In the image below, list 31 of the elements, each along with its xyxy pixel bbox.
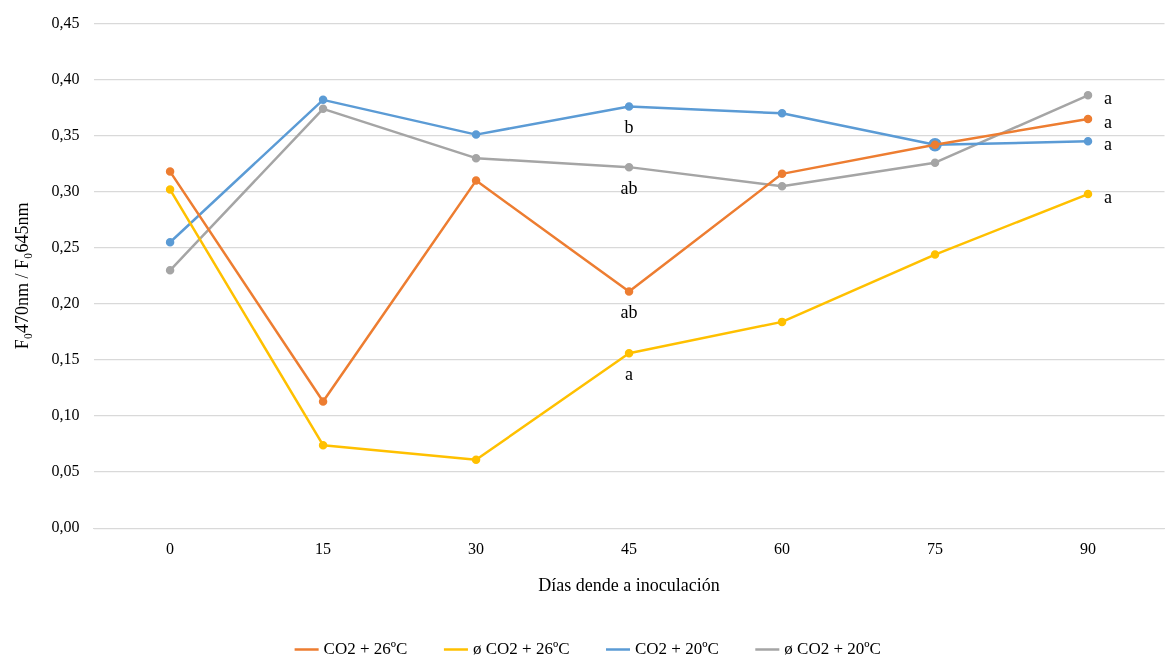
y-tick-label: 0,00 <box>51 518 80 536</box>
x-tick-label: 30 <box>468 540 485 557</box>
x-axis-title: Días dende a inoculación <box>538 574 720 595</box>
legend-label: CO2 + 20ºC <box>635 638 719 658</box>
annotation: ab <box>620 302 638 323</box>
y-tick-label: 0,40 <box>51 69 80 87</box>
annotation: b <box>624 117 634 138</box>
x-tick-label: 60 <box>774 540 791 557</box>
x-tick-label: 0 <box>166 540 175 557</box>
annotation: a <box>1104 186 1113 207</box>
annotation: a <box>1104 111 1113 132</box>
legend-label: CO2 + 26ºC <box>323 638 408 658</box>
y-tick-label: 0,15 <box>51 350 80 368</box>
x-tick-label: 90 <box>1080 540 1097 557</box>
annotation: a <box>625 364 634 385</box>
y-tick-label: 0,30 <box>51 182 80 199</box>
y-tick-label: 0,20 <box>51 294 80 312</box>
y-axis-title: F₀470nm / F₀645nm <box>11 202 32 350</box>
x-tick-label: 45 <box>621 540 638 557</box>
legend-label: ø CO2 + 26ºC <box>472 638 570 658</box>
legend-label: ø CO2 + 20ºC <box>784 638 881 658</box>
y-tick-label: 0,10 <box>51 406 80 424</box>
annotation: ab <box>620 177 638 198</box>
y-tick-label: 0,45 <box>51 13 80 31</box>
y-tick-label: 0,25 <box>51 238 80 256</box>
x-tick-label: 75 <box>927 540 944 557</box>
x-tick-label: 15 <box>315 540 332 557</box>
y-tick-label: 0,35 <box>51 125 80 143</box>
y-tick-label: 0,05 <box>51 462 80 480</box>
annotation: a <box>1104 134 1113 155</box>
annotation: a <box>1104 88 1113 109</box>
